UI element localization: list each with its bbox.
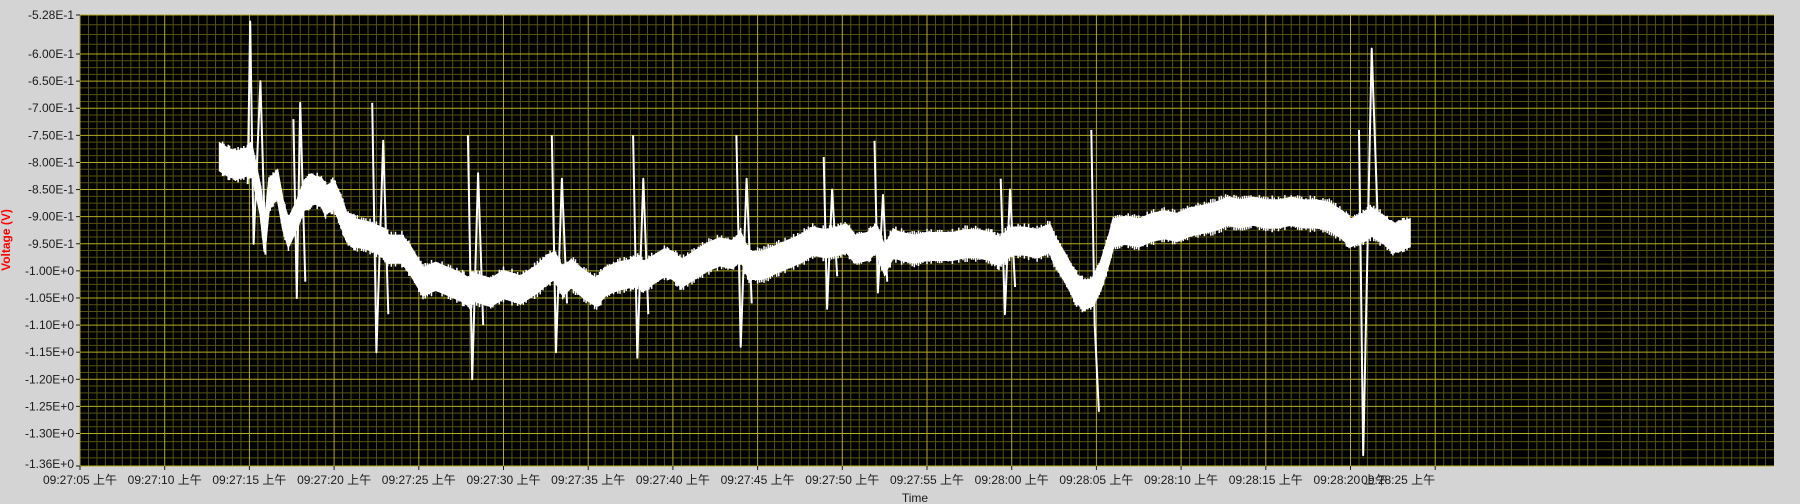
y-tick-label: -9.50E-1: [28, 237, 74, 251]
x-tick-label: 09:27:10 上午: [128, 473, 202, 487]
x-tick-label: 09:28:00 上午: [975, 473, 1049, 487]
x-tick-label: 09:27:40 上午: [636, 473, 710, 487]
x-tick-label: 09:28:10 上午: [1144, 473, 1218, 487]
x-tick-label: 09:28:05 上午: [1059, 473, 1133, 487]
x-axis-title: Time: [902, 491, 929, 504]
y-axis-ticks: -5.28E-1 -6.00E-1 -6.50E-1 -7.00E-1 -7.50E-1…: [25, 8, 80, 471]
y-tick-label: -6.00E-1: [28, 47, 74, 61]
y-tick-label: -1.36E+0: [25, 457, 74, 471]
y-axis-title: Voltage (V): [0, 209, 13, 271]
y-tick-label: -7.00E-1: [28, 101, 74, 115]
x-tick-label: 09:28:25 上午: [1361, 473, 1435, 487]
y-tick-label: -1.15E+0: [25, 345, 74, 359]
x-tick-label: 09:27:30 上午: [466, 473, 540, 487]
y-tick-label: -9.00E-1: [28, 210, 74, 224]
x-tick-label: 09:27:20 上午: [297, 473, 371, 487]
y-tick-label: -8.50E-1: [28, 183, 74, 197]
x-tick-label: 09:27:05 上午: [43, 473, 117, 487]
trace-spikes: [246, 20, 1379, 457]
y-tick-label: -7.50E-1: [28, 128, 74, 142]
x-tick-label: 09:27:15 上午: [212, 473, 286, 487]
x-tick-label: 09:27:50 上午: [805, 473, 879, 487]
y-tick-label: -1.30E+0: [25, 426, 74, 440]
x-tick-label: 09:27:55 上午: [890, 473, 964, 487]
x-tick-label: 09:27:25 上午: [382, 473, 456, 487]
y-tick-label: -1.00E+0: [25, 264, 74, 278]
x-tick-label: 09:27:35 上午: [551, 473, 625, 487]
voltage-trace: [218, 20, 1411, 457]
y-tick-label: -5.28E-1: [28, 8, 74, 22]
major-grid: [79, 14, 1774, 467]
y-tick-label: -1.10E+0: [25, 318, 74, 332]
x-tick-label: 09:28:15 上午: [1229, 473, 1303, 487]
trace-noise: [219, 141, 1410, 313]
y-tick-label: -1.20E+0: [25, 372, 74, 386]
y-tick-label: -1.05E+0: [25, 291, 74, 305]
y-tick-label: -8.00E-1: [28, 155, 74, 169]
x-tick-label: 09:28:20 上午: [1313, 473, 1387, 487]
y-tick-label: -1.25E+0: [25, 399, 74, 413]
x-tick-label: 09:27:45 上午: [721, 473, 795, 487]
y-tick-label: -6.50E-1: [28, 74, 74, 88]
x-axis-ticks: 09:27:05 上午 09:27:10 上午 09:27:15 上午 09:27:2…: [43, 466, 1436, 487]
